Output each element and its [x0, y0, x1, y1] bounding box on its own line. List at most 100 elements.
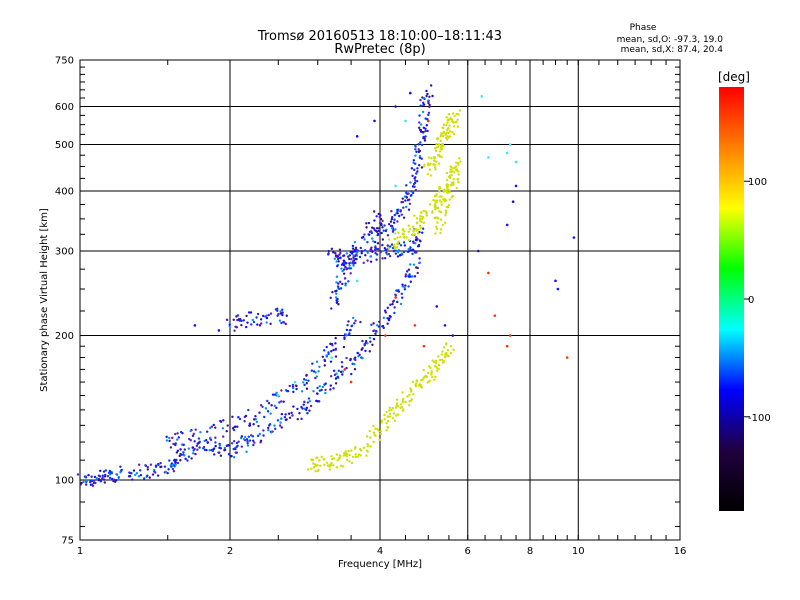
- data-point: [347, 280, 350, 283]
- data-point: [418, 121, 421, 124]
- data-point: [455, 186, 458, 190]
- data-point: [402, 241, 406, 244]
- data-point: [385, 421, 388, 425]
- data-point: [369, 260, 373, 263]
- data-point: [346, 458, 349, 462]
- data-point: [305, 387, 309, 390]
- data-point: [441, 350, 444, 353]
- data-point: [422, 101, 425, 105]
- data-point: [349, 380, 353, 384]
- data-point: [267, 428, 270, 432]
- data-point: [394, 184, 397, 188]
- data-point: [302, 403, 305, 406]
- data-point: [450, 118, 454, 121]
- data-point: [342, 254, 346, 257]
- data-point: [376, 324, 379, 327]
- data-point: [396, 300, 399, 304]
- data-point: [374, 245, 377, 248]
- data-point: [134, 473, 137, 477]
- data-point: [458, 157, 461, 160]
- data-point: [439, 228, 443, 231]
- data-point: [348, 264, 351, 267]
- data-point: [447, 355, 450, 358]
- data-point: [258, 432, 262, 436]
- data-point: [282, 400, 285, 403]
- data-point: [280, 321, 283, 325]
- data-point: [230, 454, 233, 458]
- data-point: [266, 399, 269, 403]
- data-point: [280, 417, 283, 420]
- data-point: [366, 444, 370, 448]
- data-point: [386, 415, 390, 418]
- data-point: [217, 329, 221, 332]
- data-point: [76, 473, 80, 476]
- data-point: [293, 380, 297, 384]
- data-point: [349, 357, 352, 361]
- data-point: [415, 229, 418, 232]
- data-point: [348, 460, 351, 463]
- data-point: [414, 154, 417, 157]
- data-point: [382, 229, 385, 232]
- colorbar-tick-label: -100: [748, 413, 771, 424]
- data-point: [421, 217, 424, 221]
- data-point: [435, 199, 438, 202]
- data-point: [386, 234, 390, 237]
- data-point: [258, 324, 262, 327]
- data-point: [315, 399, 318, 403]
- data-point: [401, 400, 405, 403]
- data-point: [369, 444, 372, 448]
- data-point: [250, 323, 253, 326]
- data-point: [427, 111, 431, 114]
- data-point: [303, 383, 306, 387]
- data-point: [333, 373, 337, 377]
- data-point: [303, 378, 306, 381]
- data-point: [312, 466, 316, 469]
- data-point: [103, 481, 106, 484]
- data-point: [451, 166, 454, 170]
- data-point: [428, 203, 432, 206]
- data-point: [384, 334, 387, 337]
- data-point: [370, 230, 373, 233]
- data-point: [347, 320, 350, 323]
- data-point: [232, 456, 236, 459]
- data-point: [415, 150, 418, 153]
- data-point: [341, 269, 344, 273]
- data-point: [337, 303, 340, 306]
- data-point: [356, 455, 359, 458]
- data-point: [321, 355, 325, 358]
- data-point: [318, 400, 321, 403]
- data-point: [397, 231, 400, 235]
- data-point: [403, 230, 406, 233]
- data-point: [343, 277, 347, 280]
- data-point: [380, 419, 384, 422]
- data-point: [267, 426, 270, 430]
- data-point: [445, 171, 449, 175]
- data-point: [233, 329, 236, 332]
- data-point: [327, 252, 330, 255]
- data-point: [163, 465, 167, 468]
- data-point: [388, 409, 391, 412]
- data-point: [445, 124, 448, 127]
- data-point: [405, 236, 408, 239]
- data-point: [316, 469, 319, 473]
- phase-box-line-o: mean, sd,O: -97.3, 19.0: [617, 35, 724, 45]
- data-point: [379, 432, 382, 436]
- x-tick-label: 10: [572, 546, 585, 557]
- data-point: [353, 362, 356, 366]
- data-point: [308, 409, 311, 412]
- data-point: [318, 459, 321, 462]
- data-point: [354, 246, 358, 250]
- data-point: [182, 443, 185, 447]
- data-point: [446, 128, 449, 132]
- data-point: [375, 329, 378, 333]
- data-point: [440, 195, 443, 198]
- data-point: [457, 173, 460, 176]
- data-point: [340, 361, 344, 364]
- data-point: [387, 222, 391, 226]
- data-point: [401, 197, 404, 200]
- data-point: [330, 350, 333, 353]
- data-point: [404, 400, 407, 404]
- data-point: [410, 398, 413, 401]
- data-point: [257, 424, 260, 428]
- data-point: [269, 312, 273, 315]
